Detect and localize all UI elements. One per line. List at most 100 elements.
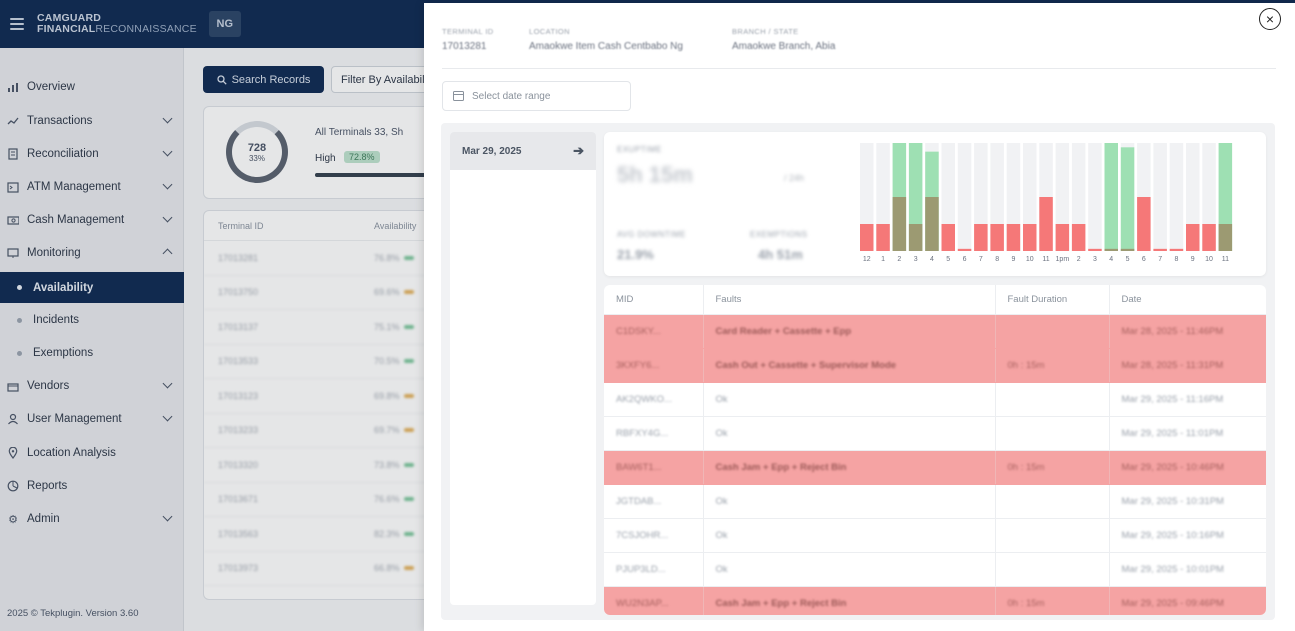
- date-list-item[interactable]: Mar 29, 2025 ➔: [450, 132, 596, 170]
- chart-bar-down: [1071, 224, 1086, 251]
- location-label: LOCATION: [529, 27, 570, 36]
- availability-pct: 82.3%: [374, 528, 400, 539]
- cell-faults: Ok: [702, 518, 995, 553]
- chart-bar-down: [876, 224, 890, 251]
- sidebar-item-overview[interactable]: Overview: [0, 73, 184, 101]
- table-row[interactable]: 17013320 73.8%: [204, 448, 442, 483]
- col-faults[interactable]: Faults: [702, 285, 995, 315]
- filter-button[interactable]: Filter By Availability: [331, 66, 441, 93]
- availability-indicator: [403, 359, 414, 364]
- ring-value: 728: [247, 141, 267, 154]
- cell-faults: Ok: [702, 484, 995, 519]
- chart-bar-down: [1088, 248, 1102, 251]
- box-icon: [7, 380, 19, 392]
- sidebar-item-incidents[interactable]: Incidents: [0, 306, 184, 334]
- chart-bar-down: [1186, 224, 1200, 251]
- gear-icon: ⚙: [8, 513, 18, 526]
- sidebar-item-reconciliation[interactable]: Reconciliation: [0, 140, 184, 168]
- chevron-down-icon[interactable]: [162, 212, 173, 223]
- col-fault-duration[interactable]: Fault Duration: [994, 285, 1109, 315]
- col-date[interactable]: Date: [1108, 285, 1266, 315]
- sidebar-item-vendors[interactable]: Vendors: [0, 372, 184, 400]
- availability-indicator: [403, 531, 414, 536]
- chart-bar-down: [1218, 224, 1233, 251]
- sidebar-item-atm-management[interactable]: ATM Management: [0, 173, 184, 201]
- menu-icon[interactable]: [10, 18, 24, 30]
- chevron-down-icon[interactable]: [162, 511, 173, 522]
- date-range-placeholder: Select date range: [472, 90, 551, 102]
- table-row[interactable]: BAW6T1... Cash Jam + Epp + Reject Bin 0h :…: [604, 450, 1266, 485]
- table-row[interactable]: PJUP3LD... Ok Mar 29, 2025 - 10:01PM: [604, 552, 1266, 587]
- cell-fault-duration: [994, 552, 1109, 587]
- table-row[interactable]: 17013233 69.7%: [204, 414, 442, 448]
- sidebar-item-label: Reconciliation: [27, 148, 99, 160]
- sidebar-item-monitoring[interactable]: Monitoring: [0, 239, 184, 267]
- country-badge[interactable]: NG: [208, 11, 241, 37]
- exemptions-value: 4h 51m: [758, 247, 803, 262]
- sidebar-item-label: Reports: [27, 480, 68, 492]
- table-row[interactable]: 3KXFY6... Cash Out + Cassette + Superviso…: [604, 348, 1266, 383]
- table-row[interactable]: 17013973 66.8%: [204, 552, 442, 586]
- sidebar-item-location-analysis[interactable]: Location Analysis: [0, 439, 184, 467]
- cash-icon: [7, 214, 19, 226]
- chevron-down-icon[interactable]: [162, 113, 173, 124]
- table-row[interactable]: JGTDAB... Ok Mar 29, 2025 - 10:31PM: [604, 484, 1266, 519]
- table-row[interactable]: WU2N3AP... Cash Jam + Epp + Reject Bin 0h …: [604, 586, 1266, 615]
- search-records-button[interactable]: Search Records: [203, 66, 324, 93]
- chevron-down-icon[interactable]: [162, 378, 173, 389]
- chart-tick-label: 5: [946, 256, 950, 263]
- table-row[interactable]: 17013533 70.5%: [204, 345, 442, 379]
- chart-bar-down: [990, 224, 1004, 251]
- table-row[interactable]: AK2QWKO... Ok Mar 29, 2025 - 11:16PM: [604, 382, 1266, 417]
- availability-pct: 75.1%: [374, 321, 400, 332]
- cell-mid: PJUP3LD...: [604, 552, 703, 587]
- sidebar-item-cash-management[interactable]: Cash Management: [0, 206, 184, 234]
- sidebar-item-admin[interactable]: ⚙ Admin: [0, 505, 184, 533]
- sidebar-item-label: Admin: [27, 513, 60, 525]
- availability-indicator: [403, 566, 414, 571]
- chart-bar-down: [1137, 197, 1151, 251]
- sidebar-item-user-management[interactable]: User Management: [0, 405, 184, 433]
- terminal-id-value: 17013281: [442, 41, 487, 52]
- sidebar-item-reports[interactable]: Reports: [0, 472, 184, 500]
- chart-tick-label: 3: [1093, 256, 1097, 263]
- sidebar-item-availability[interactable]: Availability: [0, 272, 184, 303]
- table-row[interactable]: 17013281 76.8%: [204, 241, 442, 276]
- chevron-down-icon[interactable]: [162, 146, 173, 157]
- chart-bar-up: [1104, 143, 1118, 251]
- close-button[interactable]: ×: [1259, 8, 1281, 30]
- sidebar-item-label: ATM Management: [27, 181, 121, 193]
- terminal-id: 17013750: [218, 287, 259, 298]
- table-row[interactable]: 7CSJOHR... Ok Mar 29, 2025 - 10:16PM: [604, 518, 1266, 553]
- sidebar-item-exemptions[interactable]: Exemptions: [0, 339, 184, 367]
- cell-mid: C1DSKY...: [604, 314, 703, 349]
- table-row[interactable]: RBFXY4G... Ok Mar 29, 2025 - 11:01PM: [604, 416, 1266, 451]
- location-value: Amaokwe Item Cash Centbabo Ng: [529, 41, 683, 52]
- chart-bar-track: [1088, 143, 1102, 251]
- chevron-down-icon[interactable]: [162, 179, 173, 190]
- table-row[interactable]: 17013123 69.8%: [204, 379, 442, 414]
- search-icon: [216, 74, 227, 85]
- availability-pct: 73.8%: [374, 459, 400, 470]
- sidebar-item-label: Transactions: [27, 115, 93, 127]
- date-range-input[interactable]: Select date range: [442, 81, 631, 111]
- terminal-detail-modal: × TERMINAL ID 17013281 LOCATION Amaokwe …: [424, 3, 1295, 631]
- sidebar-item-label: Overview: [27, 81, 75, 93]
- brand-logo: CAMGUARD FINANCIALRECONNAISSANCE: [37, 12, 197, 35]
- terminal-id: 17013123: [218, 390, 259, 401]
- uptime-value: 5h 15m: [617, 162, 693, 187]
- chevron-down-icon[interactable]: [162, 411, 173, 422]
- table-row[interactable]: 17013750 69.6%: [204, 276, 442, 310]
- sidebar-item-transactions[interactable]: Transactions: [0, 107, 184, 135]
- exemptions-label: EXEMPTIONS: [750, 230, 808, 239]
- col-mid[interactable]: MID: [604, 285, 703, 315]
- chart-bar-down: [957, 248, 972, 251]
- chart-bar-down: [1169, 248, 1184, 251]
- table-row[interactable]: 17013137 75.1%: [204, 310, 442, 345]
- chevron-up-icon[interactable]: [162, 248, 173, 259]
- fault-log-table: MID Faults Fault Duration Date C1DSKY...…: [604, 285, 1266, 615]
- table-row[interactable]: C1DSKY... Card Reader + Cassette + Epp Mar…: [604, 314, 1266, 349]
- table-row[interactable]: 17013671 76.6%: [204, 483, 442, 517]
- table-row[interactable]: 17013563 82.3%: [204, 517, 442, 552]
- chart-bar-down: [941, 224, 955, 251]
